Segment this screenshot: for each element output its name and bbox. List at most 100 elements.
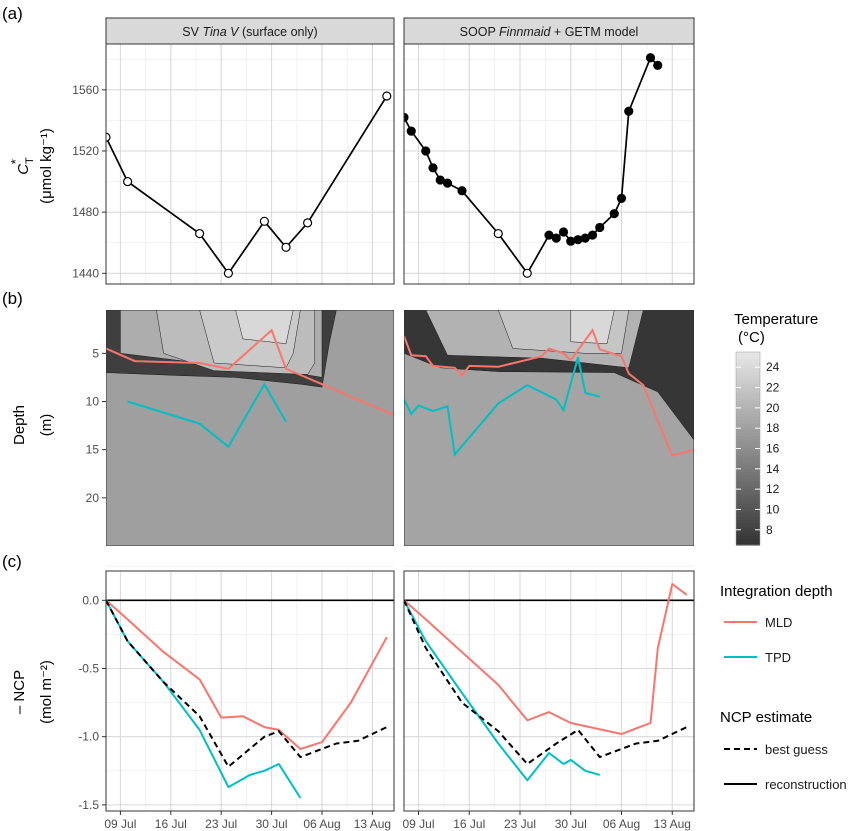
colorbar-swatch — [736, 461, 760, 466]
colorbar-swatch — [736, 512, 760, 517]
colorbar-swatch — [736, 535, 760, 540]
ct-point-filled — [406, 126, 416, 136]
ncp-series-MLD — [404, 583, 688, 735]
ncp-series-best-guess — [106, 599, 388, 768]
colorbar-swatch — [736, 464, 760, 469]
colorbar-swatch — [736, 390, 760, 395]
colorbar-swatch — [736, 477, 760, 482]
y-tick-label: 1560 — [72, 83, 99, 97]
plot-a-right-bg — [404, 44, 694, 284]
panel-b-left-heatmap — [106, 310, 394, 546]
colorbar-swatch — [736, 471, 760, 475]
ct-point-open — [303, 218, 313, 228]
ct-point-filled — [653, 60, 663, 71]
panel-a-ylabel-symbol: CT* — [8, 157, 36, 175]
colorbar-swatch — [736, 454, 760, 459]
ct-point-filled — [421, 146, 431, 156]
legend-label-best-guess: best guess — [765, 742, 828, 757]
colorbar-swatch — [736, 487, 760, 491]
y-tick-label: -1.5 — [78, 798, 99, 812]
strip-left-title: SV Tina V (surface only) — [182, 25, 317, 39]
panel-c-label: (c) — [2, 552, 22, 571]
colorbar-swatch — [736, 371, 760, 376]
panel-a-label: (a) — [2, 4, 23, 23]
ct-point-filled — [595, 222, 605, 233]
y-tick-label: 20 — [86, 491, 100, 505]
panel-b-ylabel-unit: (m) — [38, 414, 55, 437]
colorbar-tick-label: 16 — [766, 442, 780, 456]
colorbar-swatch — [736, 445, 760, 450]
colorbar-unit: (°C) — [738, 329, 765, 346]
y-tick-label: 10 — [86, 395, 100, 409]
colorbar-swatch — [736, 380, 760, 385]
ct-point-filled — [428, 163, 438, 173]
colorbar-tick-label: 24 — [766, 360, 780, 374]
legend-label-reconstruction: reconstruction — [765, 777, 847, 792]
plot-a-left-bg — [106, 44, 394, 284]
x-tick-label: 16 Jul — [453, 817, 485, 831]
ct-point-filled — [442, 178, 453, 188]
ct-line — [404, 56, 659, 275]
panel-c-yaxis: 0.0 -0.5 -1.0 -1.5 — [78, 593, 106, 812]
panel-c: 0.0 -0.5 -1.0 -1.5 09 Jul 16 Jul 23 Jul 30 Jul… — [11, 565, 847, 831]
ct-point-filled — [573, 235, 583, 245]
ct-point-open — [223, 268, 233, 278]
colorbar-swatch — [736, 499, 760, 504]
panel-a-ylabel: CT* (μmol kg⁻¹) — [8, 128, 55, 204]
legend: Integration depth MLD TPD NCP estimate b… — [720, 583, 847, 792]
ct-point-filled — [566, 236, 576, 246]
colorbar-swatch — [736, 400, 760, 405]
panel-a-ylabel-unit: (μmol kg⁻¹) — [38, 128, 55, 204]
ct-point-open — [259, 216, 269, 226]
colorbar-swatch — [736, 448, 760, 453]
colorbar-swatch — [736, 516, 760, 520]
colorbar-swatch — [736, 374, 760, 379]
ct-point-filled — [551, 233, 561, 243]
colorbar-swatch — [736, 442, 760, 446]
colorbar-swatch — [736, 480, 760, 485]
colorbar-swatch — [736, 538, 760, 543]
colorbar-swatch — [736, 451, 760, 456]
panel-c-xaxis: 09 Jul 16 Jul 23 Jul 30 Jul 06 Aug 13 Aug 09 J… — [104, 811, 691, 831]
mld-depth-line — [404, 328, 694, 457]
ct-point-open — [122, 176, 133, 187]
tpd-depth-line — [404, 356, 601, 457]
ct-point-filled — [587, 230, 598, 240]
colorbar-swatch — [736, 496, 760, 501]
x-tick-label: 06 Aug — [603, 817, 640, 831]
colorbar-swatch — [736, 355, 760, 360]
x-tick-label: 23 Jul — [504, 817, 536, 831]
colorbar-swatch — [736, 425, 760, 430]
ct-point-filled — [404, 112, 409, 122]
colorbar-swatch — [736, 467, 760, 472]
ct-point-open — [195, 228, 205, 239]
strip-right-title: SOOP Finnmaid + GETM model — [460, 25, 639, 39]
colorbar-swatch — [736, 358, 760, 363]
colorbar-swatch — [736, 490, 760, 495]
temperature-contour-24 — [570, 310, 615, 344]
legend-title-ncp: NCP estimate — [720, 709, 812, 726]
colorbar-tick-label: 8 — [766, 523, 773, 537]
colorbar-swatch — [736, 438, 760, 443]
colorbar-swatch — [736, 403, 760, 408]
colorbar-swatch — [736, 352, 760, 356]
colorbar-tick-label: 20 — [766, 401, 780, 415]
plot-c-right-border — [403, 570, 695, 812]
colorbar-tick-label: 10 — [766, 502, 780, 516]
colorbar-swatch — [736, 493, 760, 498]
ct-line — [106, 95, 388, 275]
colorbar-swatch — [736, 541, 760, 546]
y-tick-label: 1440 — [72, 266, 99, 280]
panel-b-yaxis: 5 10 15 20 — [86, 346, 106, 505]
colorbar-swatch — [736, 413, 760, 417]
colorbar-swatch — [736, 503, 760, 507]
colorbar-swatch — [736, 528, 760, 533]
ct-point-open — [522, 268, 532, 278]
colorbar-swatch — [736, 525, 760, 530]
colorbar-swatch — [736, 377, 760, 382]
colorbar-swatch — [736, 416, 760, 421]
strip-left — [105, 17, 395, 45]
ct-point-filled — [616, 193, 627, 203]
colorbar-swatch — [736, 368, 760, 372]
x-tick-label: 09 Jul — [402, 817, 434, 831]
